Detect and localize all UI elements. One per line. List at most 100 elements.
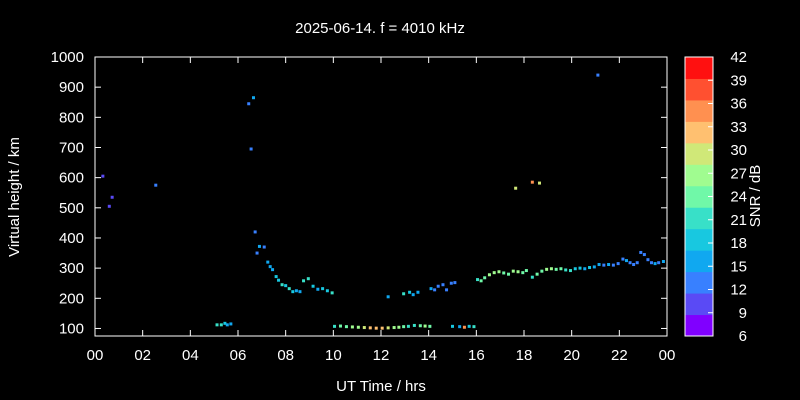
data-point bbox=[247, 102, 251, 106]
y-tick-label: 300 bbox=[59, 260, 84, 277]
data-point bbox=[578, 266, 582, 270]
data-point bbox=[291, 290, 295, 294]
y-tick-label: 100 bbox=[59, 320, 84, 337]
y-tick-label: 800 bbox=[59, 109, 84, 126]
data-point bbox=[568, 269, 572, 273]
data-point bbox=[564, 268, 568, 272]
data-point bbox=[362, 326, 366, 330]
plot-frame bbox=[94, 56, 668, 337]
x-tick-label: 16 bbox=[468, 347, 485, 364]
data-point bbox=[545, 267, 549, 271]
data-point bbox=[284, 284, 288, 288]
data-point bbox=[154, 183, 158, 187]
colorbar-segment bbox=[685, 99, 713, 122]
data-point bbox=[639, 250, 643, 254]
data-point bbox=[502, 271, 506, 275]
colorbar-label: SNR / dB bbox=[747, 165, 764, 228]
data-point bbox=[412, 323, 416, 327]
data-point bbox=[635, 261, 639, 265]
x-tick-label: 18 bbox=[516, 347, 533, 364]
data-point bbox=[521, 271, 525, 275]
x-tick-label: 08 bbox=[277, 347, 294, 364]
x-tick-label: 20 bbox=[563, 347, 580, 364]
data-point bbox=[436, 284, 440, 288]
x-tick-label: 00 bbox=[659, 347, 676, 364]
data-point bbox=[607, 263, 611, 267]
data-point bbox=[632, 263, 636, 267]
x-tick-label: 04 bbox=[182, 347, 199, 364]
data-point bbox=[453, 281, 457, 285]
x-tick-label: 00 bbox=[87, 347, 104, 364]
data-point bbox=[429, 287, 433, 291]
data-point bbox=[445, 288, 449, 292]
x-tick-label: 10 bbox=[325, 347, 342, 364]
colorbar-segment bbox=[685, 185, 713, 208]
y-axis-ticks: 100 200 300 400 500 600 700 800 900 1000 bbox=[51, 49, 667, 337]
data-point bbox=[311, 284, 315, 288]
colorbar-tick-label: 39 bbox=[730, 72, 747, 89]
data-point bbox=[621, 257, 625, 261]
data-point bbox=[497, 270, 501, 274]
data-point bbox=[229, 322, 233, 326]
colorbar-tick-label: 33 bbox=[730, 119, 747, 136]
data-point bbox=[583, 267, 587, 271]
data-point bbox=[451, 324, 454, 328]
data-point bbox=[302, 279, 306, 283]
data-point bbox=[101, 174, 105, 178]
data-point bbox=[573, 267, 577, 271]
data-point bbox=[657, 261, 661, 265]
colorbar-segment bbox=[685, 207, 713, 230]
data-point bbox=[386, 295, 390, 299]
colorbar-segment bbox=[685, 57, 713, 79]
colorbar-tick-label: 9 bbox=[739, 305, 747, 322]
y-tick-label: 1000 bbox=[51, 49, 84, 66]
data-point bbox=[530, 275, 534, 279]
data-point bbox=[602, 263, 606, 267]
colorbar-tick-label: 27 bbox=[730, 165, 747, 182]
colorbar-tick-label: 30 bbox=[730, 142, 747, 159]
x-axis-label: UT Time / hrs bbox=[336, 378, 426, 395]
colorbar-tick-label: 24 bbox=[730, 189, 747, 206]
chart-title: 2025-06-14. f = 4010 kHz bbox=[295, 20, 465, 37]
data-point bbox=[624, 259, 628, 263]
data-point bbox=[650, 261, 654, 265]
data-point bbox=[223, 321, 227, 325]
x-tick-label: 22 bbox=[611, 347, 628, 364]
data-point bbox=[596, 73, 600, 77]
data-point bbox=[423, 324, 427, 328]
data-point bbox=[428, 324, 432, 328]
data-point bbox=[257, 244, 261, 248]
data-point bbox=[611, 263, 615, 267]
data-point bbox=[325, 289, 329, 293]
colorbar-tick-label: 42 bbox=[730, 49, 747, 66]
x-axis-ticks: 00 02 04 06 08 10 12 14 16 18 20 22 00 bbox=[87, 57, 676, 364]
x-tick-label: 12 bbox=[373, 347, 390, 364]
data-point bbox=[321, 287, 325, 291]
data-point bbox=[251, 96, 255, 100]
data-point bbox=[416, 290, 420, 294]
data-point bbox=[294, 289, 298, 293]
data-point bbox=[537, 181, 541, 185]
data-point bbox=[287, 287, 291, 291]
data-point bbox=[255, 251, 259, 255]
data-point bbox=[374, 326, 378, 330]
colorbar-segment bbox=[685, 250, 713, 273]
data-point bbox=[554, 267, 558, 271]
data-point bbox=[298, 290, 302, 294]
colorbar-segment bbox=[685, 164, 713, 187]
colorbar-tick-label: 18 bbox=[730, 235, 747, 252]
y-tick-label: 600 bbox=[59, 170, 84, 187]
data-point bbox=[449, 281, 453, 285]
data-point bbox=[344, 325, 348, 329]
colorbar-segment bbox=[685, 142, 713, 165]
data-point bbox=[524, 269, 528, 273]
data-point bbox=[411, 293, 415, 297]
data-point bbox=[306, 277, 310, 281]
data-point bbox=[271, 268, 275, 272]
data-point bbox=[333, 324, 337, 328]
data-point bbox=[356, 325, 360, 329]
data-point bbox=[215, 323, 219, 327]
data-point bbox=[487, 273, 491, 277]
data-point bbox=[338, 324, 342, 328]
data-point bbox=[392, 326, 396, 330]
